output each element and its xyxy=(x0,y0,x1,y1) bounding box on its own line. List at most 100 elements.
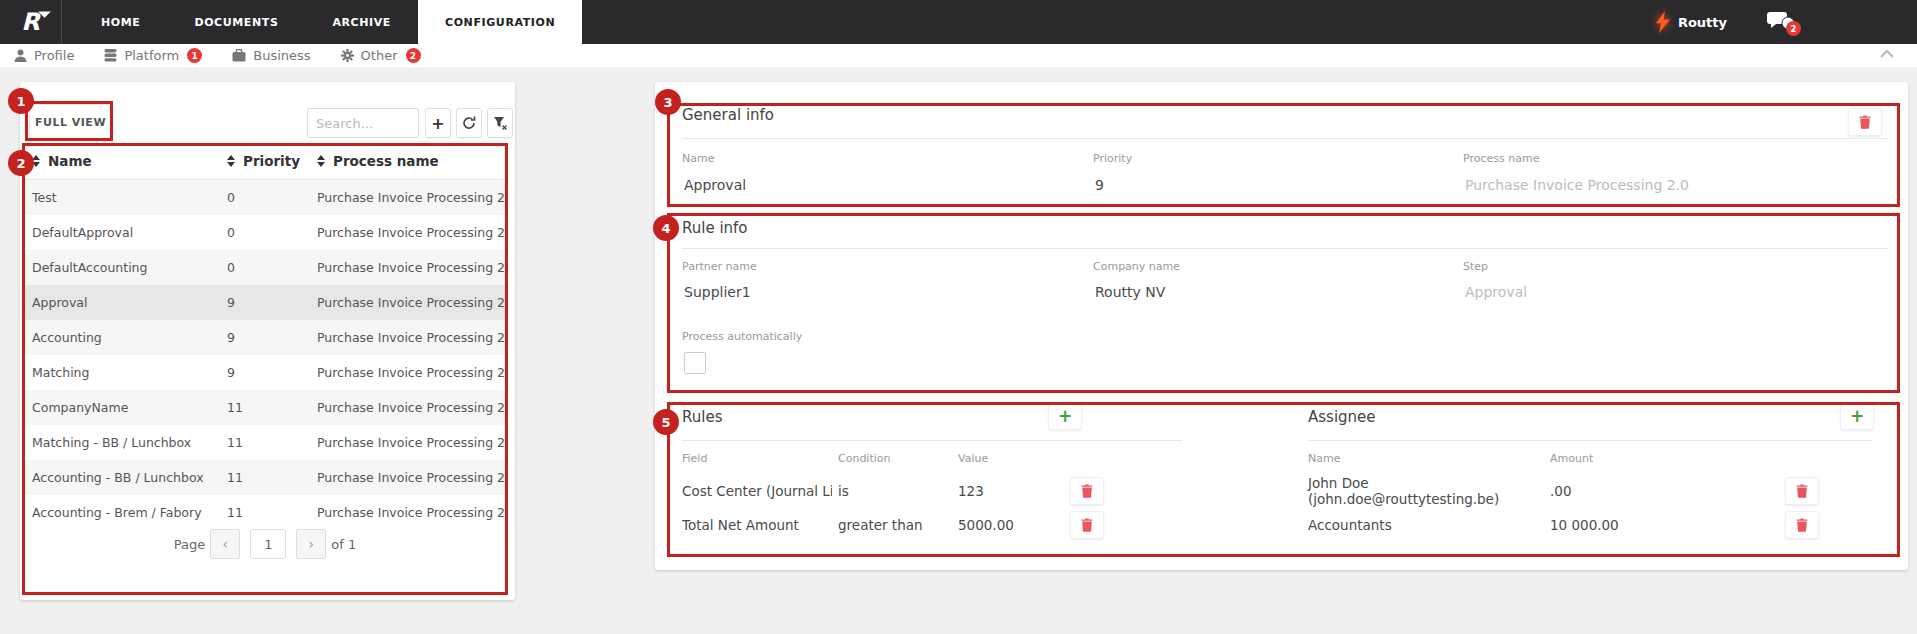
delete-assignee-button[interactable] xyxy=(1785,511,1819,539)
platform-badge: 1 xyxy=(187,48,202,63)
add-rule-condition-button[interactable]: + xyxy=(1048,402,1082,430)
page-label: Page xyxy=(174,537,205,552)
assignee-row: John Doe (john.doe@routtytesting.be) .00 xyxy=(1308,474,1878,508)
partner-name-label: Partner name xyxy=(682,260,757,273)
rules-title: Rules xyxy=(682,408,722,426)
subnav-item-label: Other xyxy=(361,48,398,63)
plus-icon: + xyxy=(431,114,444,133)
top-navigation-bar: R HOME DOCUMENTS ARCHIVE CONFIGURATION R… xyxy=(0,0,1917,44)
next-page-button[interactable]: › xyxy=(296,529,326,559)
trash-icon xyxy=(1081,518,1093,532)
plus-icon: + xyxy=(1850,408,1864,425)
filter-remove-icon xyxy=(493,116,507,130)
collapse-chevron-up-icon[interactable] xyxy=(1879,49,1895,59)
sort-icon xyxy=(32,155,40,167)
routty-logo-icon[interactable]: R xyxy=(0,0,62,44)
column-header-process-name[interactable]: Process name xyxy=(307,153,508,169)
rule-row: Total Net Amount greater than 5000.00 xyxy=(682,508,1182,542)
full-view-button[interactable]: FULL VIEW xyxy=(29,104,112,140)
workflow-list-panel: FULL VIEW + Name Priority Process name T… xyxy=(20,82,515,600)
subnav-item-label: Business xyxy=(253,48,310,63)
table-row[interactable]: DefaultAccounting 0 Purchase Invoice Pro… xyxy=(22,250,508,285)
process-name-value: Purchase Invoice Processing 2.0 xyxy=(1465,177,1689,193)
table-row[interactable]: Accounting - BB / Lunchbox 11 Purchase I… xyxy=(22,460,508,495)
table-row[interactable]: Accounting - Brem / Fabory 11 Purchase I… xyxy=(22,495,508,530)
step-value: Approval xyxy=(1465,284,1527,300)
trash-icon xyxy=(1859,115,1871,129)
subnav-item-label: Profile xyxy=(34,48,74,63)
page-count-label: of 1 xyxy=(331,537,356,552)
subnav-item-profile[interactable]: Profile xyxy=(14,48,74,63)
chat-badge: 2 xyxy=(1786,21,1801,36)
column-header-priority[interactable]: Priority xyxy=(217,153,307,169)
sort-icon xyxy=(317,155,325,167)
rule-row: Cost Center (Journal Line is 123 xyxy=(682,474,1182,508)
general-info-title: General info xyxy=(682,106,774,124)
priority-value[interactable]: 9 xyxy=(1095,177,1104,193)
table-row[interactable]: Matching 9 Purchase Invoice Processing 2… xyxy=(22,355,508,390)
table-row[interactable]: CompanyName 11 Purchase Invoice Processi… xyxy=(22,390,508,425)
rule-detail-panel: General info Name Approval Priority 9 Pr… xyxy=(655,82,1908,570)
pagination: Page ‹ › of 1 xyxy=(22,527,508,561)
brand-name: Routty xyxy=(1678,15,1727,30)
add-rule-button[interactable]: + xyxy=(425,108,451,138)
delete-condition-button[interactable] xyxy=(1070,477,1104,505)
table-row[interactable]: Test 0 Purchase Invoice Processing 2.0 xyxy=(22,180,508,215)
tab-documents[interactable]: DOCUMENTS xyxy=(167,0,305,44)
clear-filter-button[interactable] xyxy=(487,108,513,138)
subnav-item-business[interactable]: Business xyxy=(232,48,310,63)
partner-name-value[interactable]: Supplier1 xyxy=(684,284,751,300)
process-automatically-label: Process automatically xyxy=(682,330,802,343)
delete-condition-button[interactable] xyxy=(1070,511,1104,539)
previous-page-button[interactable]: ‹ xyxy=(210,529,240,559)
trash-icon xyxy=(1796,484,1808,498)
divider xyxy=(682,248,1888,249)
tab-home[interactable]: HOME xyxy=(74,0,167,44)
assignee-header: Name Amount xyxy=(1308,446,1878,470)
assignee-row: Accountants 10 000.00 xyxy=(1308,508,1878,542)
page-number-input[interactable] xyxy=(250,529,286,559)
rules-rows: Cost Center (Journal Line is 123 Total N… xyxy=(682,474,1182,542)
delete-rule-button[interactable] xyxy=(1848,108,1882,136)
subnav-item-platform[interactable]: Platform 1 xyxy=(104,48,202,63)
step-label: Step xyxy=(1463,260,1488,273)
name-label: Name xyxy=(682,152,714,165)
configuration-subnav: Profile Platform 1 Business Other 2 xyxy=(0,44,1917,67)
process-automatically-checkbox[interactable] xyxy=(684,352,706,374)
refresh-icon xyxy=(462,116,476,130)
divider xyxy=(682,440,1182,441)
tab-archive[interactable]: ARCHIVE xyxy=(305,0,418,44)
trash-icon xyxy=(1796,518,1808,532)
workflow-table: Name Priority Process name Test 0 Purcha… xyxy=(22,143,508,530)
sort-icon xyxy=(227,155,235,167)
person-icon xyxy=(14,49,27,62)
table-row[interactable]: Accounting 9 Purchase Invoice Processing… xyxy=(22,320,508,355)
search-input[interactable] xyxy=(307,108,419,138)
table-row[interactable]: Approval 9 Purchase Invoice Processing 2… xyxy=(22,285,508,320)
company-name-label: Company name xyxy=(1093,260,1180,273)
database-icon xyxy=(104,49,117,62)
chat-notifications-icon[interactable]: 2 xyxy=(1767,10,1795,34)
main-tabs: HOME DOCUMENTS ARCHIVE CONFIGURATION xyxy=(74,0,582,44)
plus-icon: + xyxy=(1058,408,1072,425)
divider xyxy=(682,138,1888,139)
subnav-item-other[interactable]: Other 2 xyxy=(341,48,421,63)
process-name-label: Process name xyxy=(1463,152,1539,165)
company-name-value[interactable]: Routty NV xyxy=(1095,284,1165,300)
column-header-name[interactable]: Name xyxy=(22,153,217,169)
refresh-button[interactable] xyxy=(456,108,482,138)
trash-icon xyxy=(1081,484,1093,498)
tab-configuration[interactable]: CONFIGURATION xyxy=(418,0,582,44)
name-value[interactable]: Approval xyxy=(684,177,746,193)
table-row[interactable]: Matching - BB / Lunchbox 11 Purchase Inv… xyxy=(22,425,508,460)
priority-label: Priority xyxy=(1093,152,1132,165)
lightning-bolt-icon xyxy=(1655,11,1671,33)
briefcase-icon xyxy=(232,49,246,62)
other-badge: 2 xyxy=(406,48,421,63)
table-row[interactable]: DefaultApproval 0 Purchase Invoice Proce… xyxy=(22,215,508,250)
gear-icon xyxy=(341,49,354,62)
add-assignee-button[interactable]: + xyxy=(1840,402,1874,430)
delete-assignee-button[interactable] xyxy=(1785,477,1819,505)
assignee-rows: John Doe (john.doe@routtytesting.be) .00… xyxy=(1308,474,1878,542)
rule-info-title: Rule info xyxy=(682,219,748,237)
